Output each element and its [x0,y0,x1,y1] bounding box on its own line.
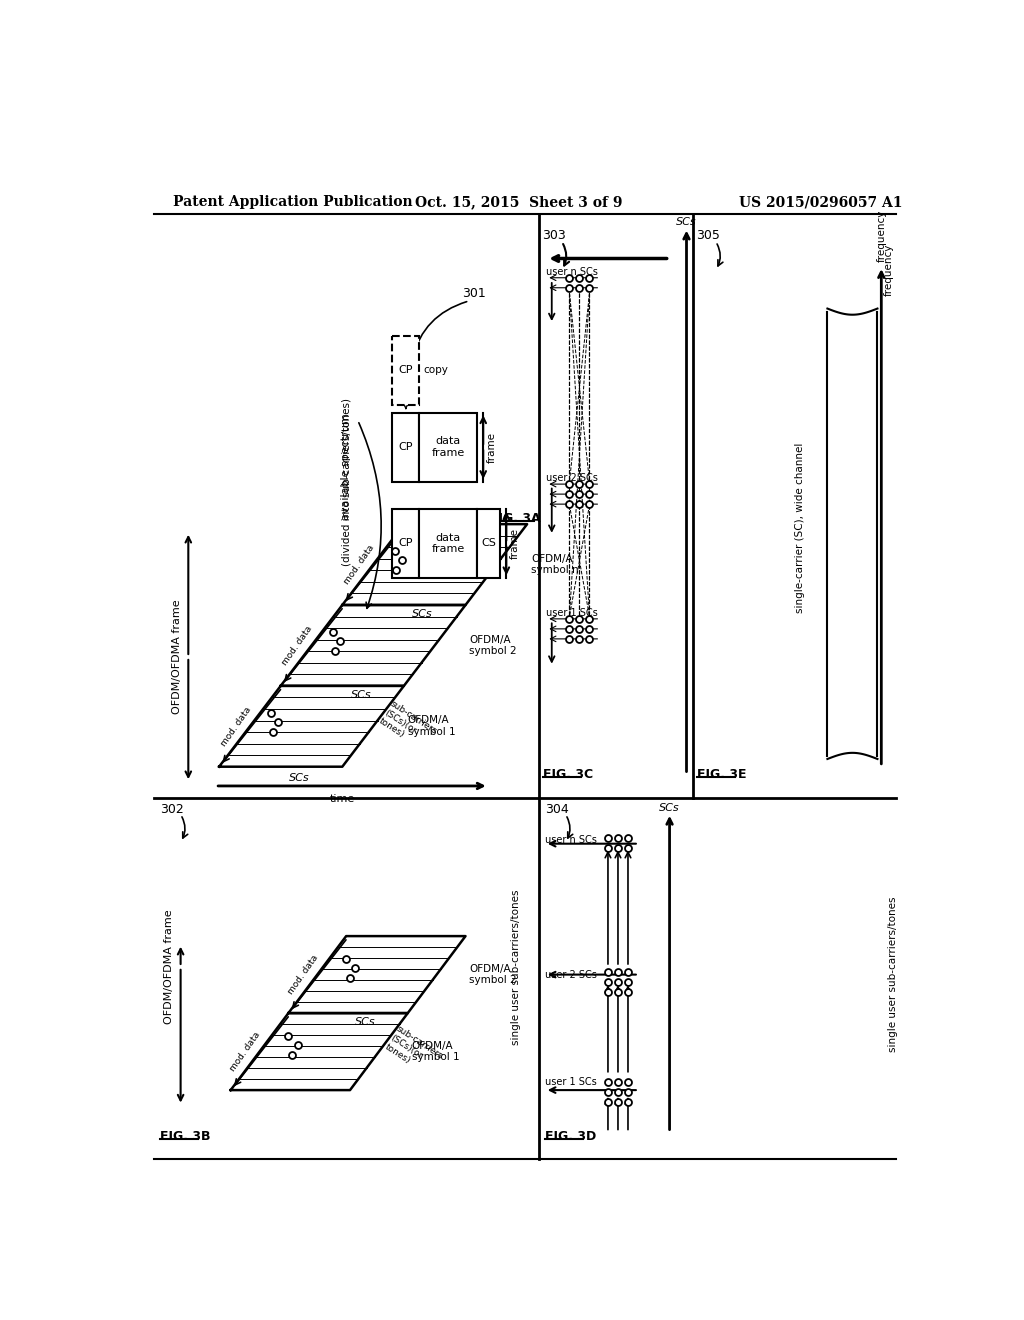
Polygon shape [219,686,403,767]
Text: OFDM/A
symbol 1: OFDM/A symbol 1 [412,1040,459,1063]
Text: frame: frame [509,528,519,558]
Text: 302: 302 [160,803,183,816]
Text: FIG. 3B: FIG. 3B [160,1130,210,1143]
Text: mod. data: mod. data [342,543,376,586]
Text: 304: 304 [545,803,568,816]
Bar [392,508,419,578]
Text: frequency: frequency [877,210,887,263]
Text: data
frame: data frame [431,532,465,554]
Text: OFDM/A
symbol n: OFDM/A symbol n [531,554,579,576]
Text: OFDM/OFDMA frame: OFDM/OFDMA frame [172,599,182,714]
Text: CP: CP [398,366,413,375]
Text: SCs: SCs [355,1016,376,1027]
Bar [419,508,477,578]
Text: single user sub-carriers/tones: single user sub-carriers/tones [888,896,898,1052]
Text: 305: 305 [696,228,721,242]
Text: US 2015/0296057 A1: US 2015/0296057 A1 [739,195,902,210]
Text: available spectrum: available spectrum [341,413,351,520]
Text: OFDM/A
symbol 2: OFDM/A symbol 2 [469,964,517,986]
Text: 303: 303 [543,228,566,242]
Text: user 2 SCs: user 2 SCs [547,473,598,483]
Text: data
frame: data frame [431,437,465,458]
Polygon shape [230,1014,408,1090]
Bar [477,508,500,578]
Text: mod. data: mod. data [281,624,314,667]
Bar [392,335,419,405]
Bar [392,412,419,482]
Bar [419,412,477,482]
Polygon shape [289,936,466,1014]
Text: SCs: SCs [676,218,696,227]
Text: OFDM/A
symbol 1: OFDM/A symbol 1 [408,715,456,737]
Text: time: time [330,795,355,804]
Text: user n SCs: user n SCs [547,268,598,277]
Text: user 2 SCs: user 2 SCs [545,970,597,979]
Text: SCs: SCs [412,609,433,619]
Text: FIG. 3A: FIG. 3A [490,512,541,525]
Text: frame: frame [486,432,497,462]
Text: CP: CP [398,442,413,453]
Polygon shape [281,605,466,686]
Text: FIG. 3E: FIG. 3E [696,768,746,781]
Text: CP: CP [398,539,413,548]
Text: sub-carriers
(SCs)(or
tones): sub-carriers (SCs)(or tones) [377,700,438,754]
Text: 301: 301 [462,286,485,300]
Text: sub-carriers
(SCs)(or
tones): sub-carriers (SCs)(or tones) [383,1024,444,1078]
Text: copy: copy [423,366,449,375]
Text: SCs: SCs [659,803,680,813]
Text: mod. data: mod. data [287,953,321,997]
Text: user n SCs: user n SCs [545,834,597,845]
Text: CS: CS [481,539,496,548]
Text: single user sub-carriers/tones: single user sub-carriers/tones [511,890,520,1044]
Text: mod. data: mod. data [228,1030,262,1073]
Text: user 1 SCs: user 1 SCs [545,1077,597,1088]
Text: SCs: SCs [350,689,371,700]
Text: OFDM/OFDMA frame: OFDM/OFDMA frame [164,909,174,1024]
Text: Patent Application Publication: Patent Application Publication [173,195,413,210]
Text: user 1 SCs: user 1 SCs [547,607,598,618]
Text: FIG. 3C: FIG. 3C [543,768,593,781]
Text: Oct. 15, 2015  Sheet 3 of 9: Oct. 15, 2015 Sheet 3 of 9 [416,195,623,210]
Text: OFDM/A
symbol 2: OFDM/A symbol 2 [469,635,517,656]
Text: single-carrier (SC), wide channel: single-carrier (SC), wide channel [796,442,806,614]
Text: FIG. 3D: FIG. 3D [545,1130,596,1143]
Text: SCs: SCs [289,774,309,783]
Text: frequency: frequency [884,244,894,296]
Polygon shape [342,524,527,605]
Text: mod. data: mod. data [219,705,253,747]
Text: (divided into sub-carriers/tones): (divided into sub-carriers/tones) [341,397,351,566]
